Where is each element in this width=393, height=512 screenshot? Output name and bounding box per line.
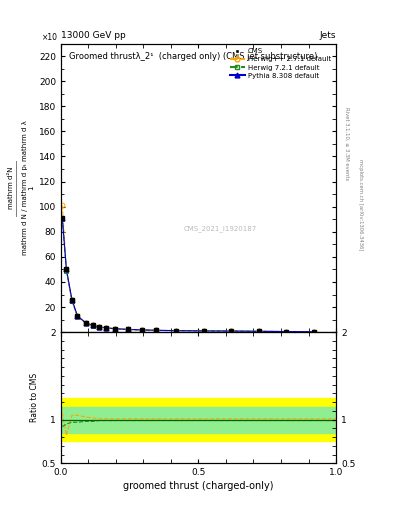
Text: ×10: ×10 <box>42 33 58 42</box>
Text: mcplots.cern.ch [arXiv:1306.3436]: mcplots.cern.ch [arXiv:1306.3436] <box>358 159 363 250</box>
X-axis label: groomed thrust (charged-only): groomed thrust (charged-only) <box>123 481 274 492</box>
Text: 13000 GeV pp: 13000 GeV pp <box>61 31 126 40</box>
Text: Groomed thrustλ_2¹  (charged only) (CMS jet substructure): Groomed thrustλ_2¹ (charged only) (CMS j… <box>69 52 318 61</box>
Y-axis label: mathrm d²N
――――――――
mathrm d N / mathrm d pₜ mathrm d λ
1: mathrm d²N ―――――――― mathrm d N / mathrm … <box>7 120 35 255</box>
Text: CMS_2021_I1920187: CMS_2021_I1920187 <box>184 225 257 231</box>
Legend: CMS, Herwig++ 2.7.1 default, Herwig 7.2.1 default, Pythia 8.308 default: CMS, Herwig++ 2.7.1 default, Herwig 7.2.… <box>228 47 332 80</box>
Text: Rivet 3.1.10, ≥ 3.3M events: Rivet 3.1.10, ≥ 3.3M events <box>344 106 349 180</box>
Y-axis label: Ratio to CMS: Ratio to CMS <box>30 373 39 422</box>
Text: Jets: Jets <box>320 31 336 40</box>
